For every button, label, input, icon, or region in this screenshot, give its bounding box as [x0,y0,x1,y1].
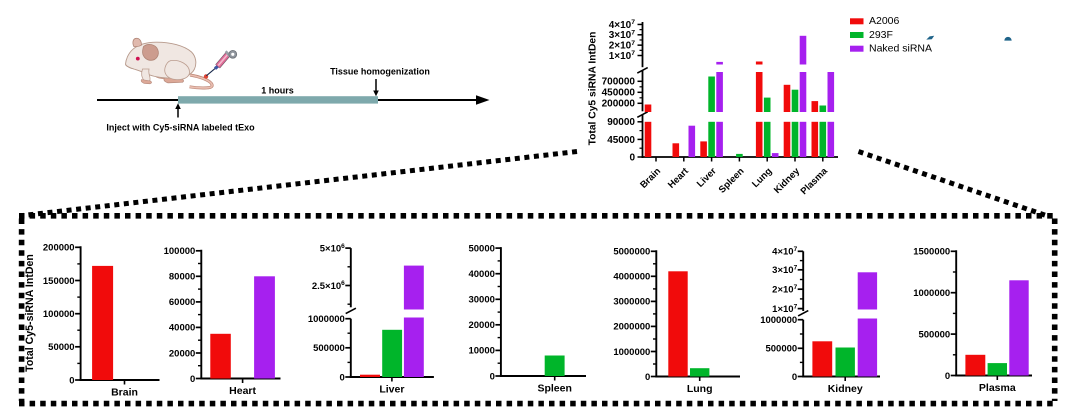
svg-text:3000000: 3000000 [613,297,650,308]
svg-text:3×107: 3×107 [609,29,636,41]
svg-text:200000: 200000 [602,99,636,110]
svg-text:293F: 293F [869,29,893,41]
svg-text:2×107: 2×107 [609,40,636,52]
svg-text:4000000: 4000000 [613,272,650,283]
svg-text:3×107: 3×107 [772,265,797,277]
svg-text:0: 0 [340,372,345,383]
svg-text:100000: 100000 [164,246,196,257]
svg-text:Heart: Heart [229,385,256,397]
svg-text:2.5×106: 2.5×106 [312,280,345,292]
svg-text:4×107: 4×107 [609,19,636,31]
svg-text:4×107: 4×107 [772,246,797,258]
svg-text:60000: 60000 [169,297,195,308]
svg-text:500000: 500000 [313,343,345,354]
svg-text:Total Cy5 siRNA IntDen: Total Cy5 siRNA IntDen [588,32,599,146]
svg-text:40000: 40000 [468,269,494,280]
svg-text:A2006: A2006 [869,15,900,27]
svg-text:2000000: 2000000 [613,322,650,333]
svg-text:10000: 10000 [468,346,494,357]
svg-text:0: 0 [645,372,650,383]
svg-text:0: 0 [629,152,635,163]
svg-text:Lung: Lung [687,383,713,395]
svg-text:0: 0 [69,375,74,386]
svg-text:20000: 20000 [468,320,494,331]
svg-text:1000000: 1000000 [913,288,950,299]
svg-text:150000: 150000 [43,276,75,287]
svg-text:Plasma: Plasma [979,382,1016,394]
svg-text:90000: 90000 [607,117,635,128]
svg-text:200000: 200000 [43,243,75,254]
svg-text:Liver: Liver [379,384,404,396]
svg-text:Inject with Cy5-siRNA labeled: Inject with Cy5-siRNA labeled tExo [106,123,255,133]
svg-text:1000000: 1000000 [308,314,345,325]
svg-text:Naked siRNA: Naked siRNA [869,43,932,55]
svg-text:100000: 100000 [43,309,75,320]
svg-text:500000: 500000 [918,329,950,340]
svg-text:80000: 80000 [169,272,195,283]
svg-text:5×106: 5×106 [320,243,345,255]
svg-text:0: 0 [945,371,950,382]
svg-text:0: 0 [792,372,797,383]
svg-text:Kidney: Kidney [828,383,863,395]
svg-text:0: 0 [490,371,495,382]
svg-text:1000000: 1000000 [760,315,797,326]
svg-text:50000: 50000 [48,342,74,353]
svg-text:500000: 500000 [765,344,797,355]
svg-text:Tissue homogenization: Tissue homogenization [330,67,430,77]
svg-text:Total Cy5-siRNA IntDen: Total Cy5-siRNA IntDen [24,254,36,372]
svg-text:1×107: 1×107 [772,303,797,315]
svg-text:30000: 30000 [468,295,494,306]
svg-text:Spleen: Spleen [537,383,571,395]
svg-text:700000: 700000 [602,77,636,88]
svg-text:Brain: Brain [111,387,138,399]
svg-text:2×107: 2×107 [772,284,797,296]
svg-text:40000: 40000 [169,323,195,334]
svg-text:1000000: 1000000 [613,347,650,358]
svg-text:0: 0 [190,374,195,385]
svg-text:1 hours: 1 hours [261,86,294,96]
svg-text:1×107: 1×107 [609,50,636,62]
svg-text:45000: 45000 [607,135,635,146]
svg-text:5000000: 5000000 [613,247,650,258]
svg-text:20000: 20000 [169,348,195,359]
svg-text:50000: 50000 [468,243,494,254]
svg-text:1500000: 1500000 [913,247,950,258]
svg-text:450000: 450000 [602,88,636,99]
